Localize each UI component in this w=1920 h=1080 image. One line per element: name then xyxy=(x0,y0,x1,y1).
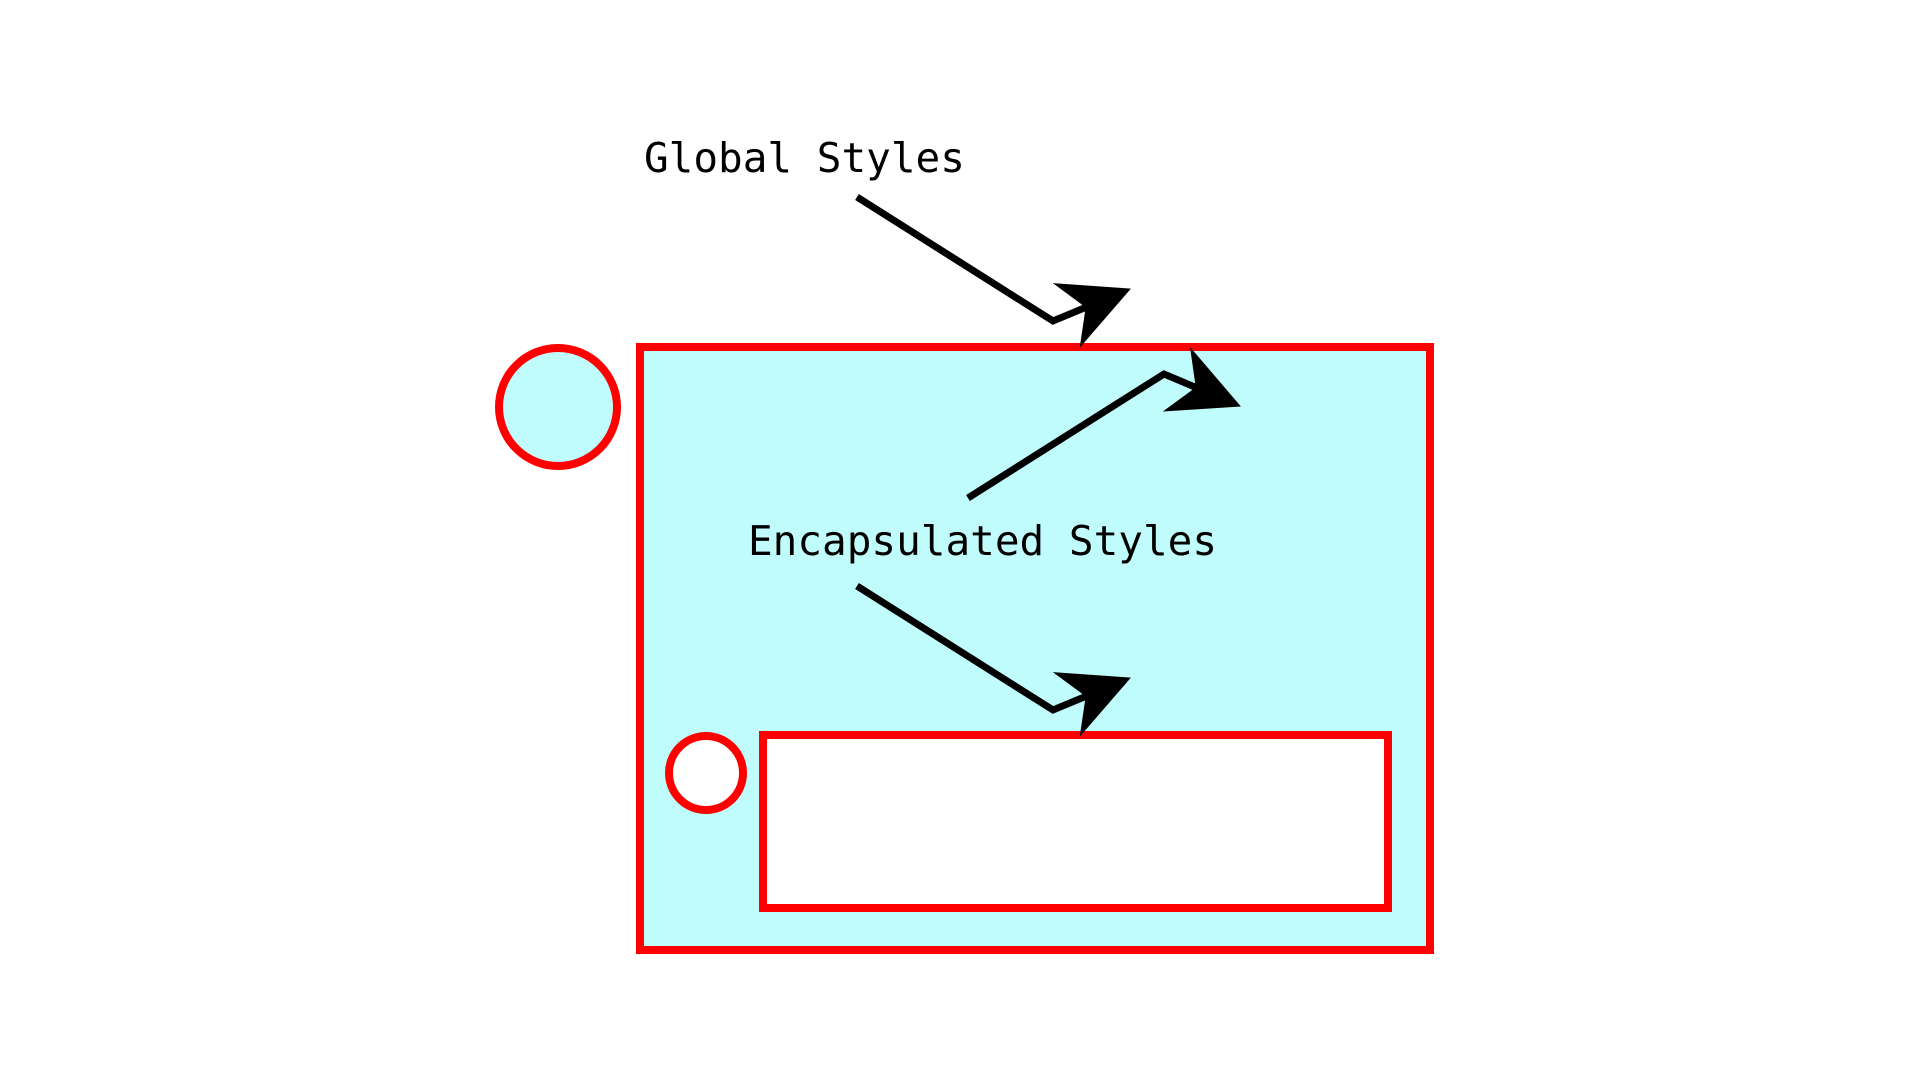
encapsulated-up-arrow xyxy=(966,346,1241,501)
encapsulated-down-arrow xyxy=(855,583,1131,737)
outer-container-circle xyxy=(495,344,621,470)
global-styles-arrow xyxy=(855,194,1131,348)
inner-nested-box xyxy=(759,731,1392,912)
global-styles-label: Global Styles xyxy=(644,134,965,182)
encapsulated-styles-label: Encapsulated Styles xyxy=(748,517,1217,565)
inner-nested-circle xyxy=(665,732,747,814)
